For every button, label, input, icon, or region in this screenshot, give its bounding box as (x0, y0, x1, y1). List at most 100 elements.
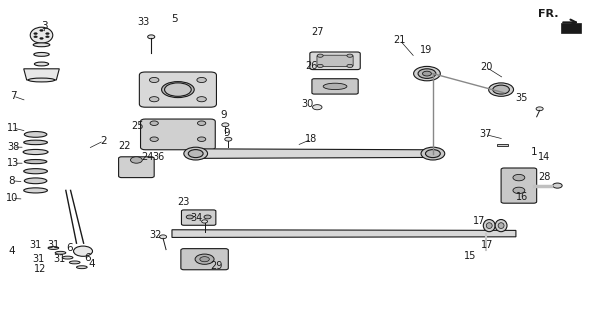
Text: 33: 33 (138, 17, 149, 27)
Ellipse shape (24, 188, 47, 193)
Circle shape (34, 33, 37, 35)
Circle shape (149, 97, 159, 102)
Text: 9: 9 (221, 110, 228, 120)
Text: 36: 36 (153, 152, 165, 162)
Ellipse shape (414, 67, 440, 81)
Circle shape (150, 121, 158, 125)
Text: 11: 11 (7, 123, 19, 133)
Circle shape (513, 187, 525, 194)
Text: 24: 24 (141, 152, 153, 162)
Ellipse shape (62, 256, 73, 259)
FancyBboxPatch shape (312, 79, 358, 94)
Text: 31: 31 (30, 240, 42, 250)
Circle shape (513, 174, 525, 181)
FancyBboxPatch shape (310, 52, 360, 70)
Circle shape (197, 97, 206, 102)
Text: 37: 37 (479, 129, 491, 140)
Text: 6: 6 (66, 243, 74, 253)
Ellipse shape (76, 266, 87, 269)
Ellipse shape (24, 132, 47, 137)
Text: 9: 9 (223, 128, 230, 138)
Text: 25: 25 (131, 121, 144, 132)
Text: 28: 28 (538, 172, 550, 182)
Text: 31: 31 (47, 240, 59, 250)
Text: 13: 13 (7, 158, 19, 168)
Circle shape (317, 64, 323, 68)
FancyBboxPatch shape (119, 157, 154, 178)
FancyBboxPatch shape (501, 168, 537, 203)
Text: 14: 14 (538, 152, 550, 162)
Ellipse shape (48, 247, 59, 250)
Circle shape (160, 235, 167, 239)
Circle shape (74, 246, 93, 256)
Text: 31: 31 (33, 254, 44, 264)
Text: 31: 31 (53, 254, 65, 264)
Circle shape (150, 137, 158, 141)
Circle shape (313, 105, 322, 110)
Ellipse shape (483, 220, 495, 232)
Text: 10: 10 (6, 193, 18, 204)
Circle shape (202, 220, 208, 223)
Ellipse shape (34, 52, 49, 56)
Circle shape (46, 36, 49, 38)
Circle shape (536, 107, 543, 111)
Ellipse shape (498, 223, 504, 228)
Circle shape (317, 54, 323, 57)
Text: 27: 27 (311, 27, 324, 37)
Text: 6: 6 (84, 252, 91, 263)
Circle shape (347, 54, 353, 57)
Circle shape (46, 33, 49, 35)
Circle shape (197, 137, 206, 141)
Ellipse shape (24, 169, 47, 174)
Text: 16: 16 (516, 192, 528, 202)
Text: 5: 5 (171, 14, 178, 24)
Circle shape (130, 157, 142, 163)
Bar (497, 144, 508, 146)
Ellipse shape (323, 83, 347, 90)
Text: 23: 23 (178, 196, 190, 207)
FancyBboxPatch shape (561, 23, 581, 33)
Text: 1: 1 (530, 147, 537, 157)
Text: 26: 26 (305, 60, 317, 71)
Text: 29: 29 (211, 261, 222, 271)
Circle shape (40, 29, 43, 31)
Ellipse shape (55, 252, 66, 254)
Circle shape (148, 35, 155, 39)
Circle shape (186, 215, 193, 219)
Circle shape (197, 77, 206, 83)
Polygon shape (172, 230, 516, 237)
Text: FR.: FR. (538, 9, 558, 20)
FancyBboxPatch shape (181, 210, 216, 225)
Circle shape (34, 36, 37, 38)
Circle shape (204, 215, 211, 219)
Circle shape (40, 37, 43, 39)
Circle shape (225, 137, 232, 141)
Ellipse shape (184, 147, 208, 160)
Text: 4: 4 (8, 246, 15, 256)
Circle shape (197, 121, 206, 125)
Text: 3: 3 (41, 20, 48, 31)
Circle shape (200, 257, 209, 262)
Ellipse shape (418, 69, 436, 78)
Text: 34: 34 (191, 212, 203, 223)
Circle shape (553, 183, 562, 188)
Ellipse shape (28, 78, 55, 82)
Text: 15: 15 (464, 251, 476, 261)
Circle shape (222, 123, 229, 127)
Text: 35: 35 (516, 92, 528, 103)
FancyBboxPatch shape (139, 72, 216, 107)
Ellipse shape (33, 43, 50, 47)
Ellipse shape (24, 178, 47, 184)
Text: 17: 17 (473, 216, 485, 226)
Ellipse shape (24, 140, 47, 145)
Ellipse shape (486, 223, 492, 228)
Text: 20: 20 (480, 62, 492, 72)
Circle shape (149, 77, 159, 83)
Ellipse shape (189, 150, 203, 158)
Ellipse shape (161, 82, 195, 98)
Text: 7: 7 (9, 91, 17, 101)
Text: 19: 19 (420, 44, 432, 55)
FancyBboxPatch shape (181, 249, 228, 270)
Ellipse shape (69, 261, 80, 264)
Text: 2: 2 (100, 136, 107, 146)
